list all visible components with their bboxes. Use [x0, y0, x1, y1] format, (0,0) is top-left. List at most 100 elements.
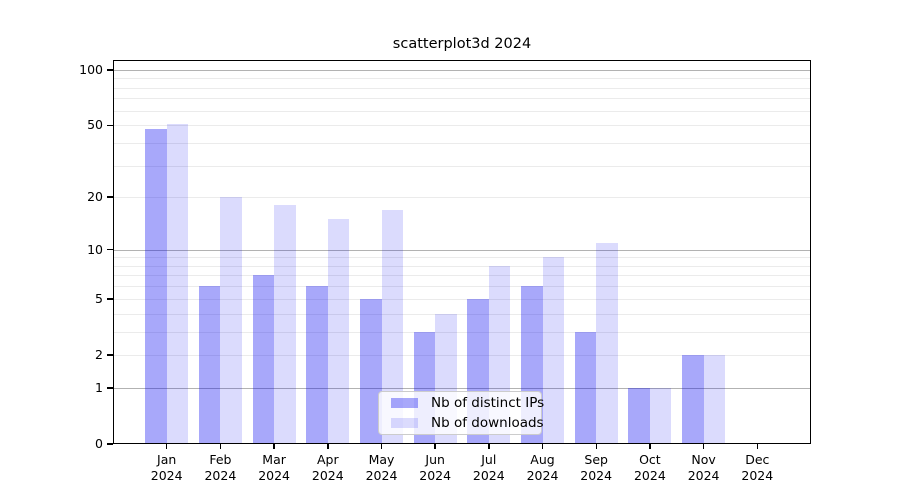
bar-downloads — [596, 242, 618, 444]
x-tick-year: 2024 — [526, 468, 559, 483]
x-tick-month: Feb — [209, 452, 232, 467]
x-tick-month: Oct — [639, 452, 661, 467]
bar-distinct-ips — [574, 331, 597, 444]
bar-downloads — [166, 123, 189, 444]
x-tick-month: Nov — [691, 452, 716, 467]
x-tick-year: 2024 — [633, 468, 666, 483]
x-tick — [488, 444, 490, 449]
bar-distinct-ips — [198, 286, 221, 444]
gridline-major — [113, 69, 811, 71]
y-tick-label: 2 — [95, 346, 103, 362]
x-tick-label: Feb 2024 — [188, 452, 252, 484]
bar-downloads — [542, 257, 564, 444]
bar-downloads — [703, 354, 726, 444]
y-tick — [107, 124, 113, 126]
bar-distinct-ips — [682, 354, 704, 444]
gridline-minor — [113, 110, 811, 112]
x-tick-month: Jul — [481, 452, 497, 467]
y-tick-label: 20 — [87, 189, 103, 205]
x-tick-label: Mar 2024 — [242, 452, 306, 484]
x-tick — [595, 444, 597, 449]
y-tick — [107, 354, 113, 356]
bar-distinct-ips — [252, 275, 275, 444]
gridline-minor — [113, 87, 811, 89]
legend-swatch-downloads — [391, 418, 418, 428]
y-tick — [107, 196, 113, 198]
bar-downloads — [327, 219, 350, 444]
y-tick-label: 0 — [95, 436, 103, 451]
bar-downloads — [274, 205, 296, 444]
gridline-minor — [113, 331, 811, 333]
x-tick — [327, 444, 329, 449]
gridline-minor — [113, 257, 811, 259]
gridline-major — [113, 249, 811, 251]
x-tick — [273, 444, 275, 449]
gridline-minor — [113, 313, 811, 315]
bar-distinct-ips — [628, 387, 650, 444]
legend-label-distinct-ips: Nb of distinct IPs — [431, 395, 545, 411]
x-tick — [649, 444, 651, 449]
x-tick-month: May — [368, 452, 395, 467]
x-tick-month: Dec — [745, 452, 770, 467]
y-tick — [107, 69, 113, 71]
bar-distinct-ips — [306, 286, 328, 444]
x-tick — [380, 444, 383, 449]
gridline-minor — [113, 265, 811, 267]
legend-swatch-distinct-ips — [391, 398, 418, 408]
x-tick-label: May 2024 — [350, 452, 414, 484]
x-tick-year: 2024 — [204, 468, 237, 483]
y-tick-label: 1 — [95, 379, 103, 395]
x-tick-label: Jul 2024 — [457, 452, 521, 484]
gridline-major — [113, 387, 811, 389]
x-tick-label: Jun 2024 — [403, 452, 467, 484]
x-tick-month: Jan — [157, 452, 177, 467]
gridline-minor — [113, 78, 811, 80]
x-tick-year: 2024 — [687, 468, 720, 483]
legend: Nb of distinct IPs Nb of downloads — [378, 391, 544, 435]
gridline-minor — [113, 125, 811, 127]
bar-distinct-ips — [360, 298, 382, 444]
gridline-minor — [113, 275, 811, 277]
x-tick-label: Dec 2024 — [725, 452, 789, 484]
y-tick — [107, 248, 113, 251]
y-tick — [107, 298, 113, 300]
x-tick — [165, 444, 168, 449]
x-tick — [219, 444, 222, 449]
x-tick-year: 2024 — [150, 468, 183, 483]
x-tick-month: Jun — [425, 452, 445, 467]
x-tick-label: Sep 2024 — [564, 452, 628, 484]
x-tick-year: 2024 — [580, 468, 613, 483]
x-tick-year: 2024 — [741, 468, 774, 483]
legend-item-downloads: Nb of downloads — [387, 415, 544, 431]
gridline-minor — [113, 197, 811, 199]
x-tick-month: Mar — [262, 452, 286, 467]
y-tick-label: 50 — [87, 117, 103, 133]
y-tick-label: 10 — [87, 241, 103, 257]
x-tick — [756, 444, 759, 449]
legend-label-downloads: Nb of downloads — [431, 415, 544, 431]
gridline-minor — [113, 298, 811, 300]
bar-downloads — [649, 387, 672, 444]
chart-title: scatterplot3d 2024 — [392, 36, 532, 52]
y-tick — [107, 443, 113, 445]
x-tick — [434, 444, 436, 449]
x-tick — [541, 444, 544, 449]
x-tick-year: 2024 — [365, 468, 398, 483]
bar-downloads — [381, 209, 403, 444]
x-tick-label: Nov 2024 — [672, 452, 736, 484]
x-tick — [702, 444, 705, 449]
x-tick-label: Oct 2024 — [618, 452, 682, 484]
y-tick — [107, 387, 113, 389]
y-tick-label: 100 — [79, 61, 103, 77]
x-tick-year: 2024 — [419, 468, 452, 483]
x-tick-month: Apr — [316, 452, 339, 467]
x-tick-year: 2024 — [311, 468, 344, 483]
x-tick-label: Jan 2024 — [135, 452, 199, 484]
gridline-minor — [113, 354, 811, 356]
gridline-minor — [113, 165, 811, 167]
gridline-minor — [113, 98, 811, 100]
x-tick-year: 2024 — [258, 468, 290, 483]
gridline-minor — [113, 286, 811, 288]
legend-item-distinct-ips: Nb of distinct IPs — [387, 395, 544, 411]
